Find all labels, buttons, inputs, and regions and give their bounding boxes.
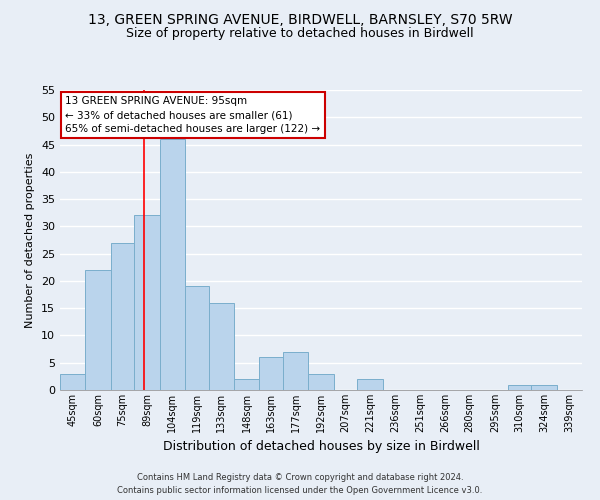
Y-axis label: Number of detached properties: Number of detached properties — [25, 152, 35, 328]
Bar — [308, 374, 334, 390]
Bar — [532, 384, 557, 390]
Bar — [185, 286, 209, 390]
Bar — [234, 379, 259, 390]
Bar — [110, 242, 134, 390]
X-axis label: Distribution of detached houses by size in Birdwell: Distribution of detached houses by size … — [163, 440, 479, 454]
Bar — [358, 379, 383, 390]
Bar — [134, 216, 160, 390]
Bar — [508, 384, 532, 390]
Text: Size of property relative to detached houses in Birdwell: Size of property relative to detached ho… — [126, 28, 474, 40]
Bar — [85, 270, 110, 390]
Text: 13 GREEN SPRING AVENUE: 95sqm
← 33% of detached houses are smaller (61)
65% of s: 13 GREEN SPRING AVENUE: 95sqm ← 33% of d… — [65, 96, 320, 134]
Bar — [60, 374, 85, 390]
Bar — [209, 302, 234, 390]
Bar — [259, 358, 283, 390]
Text: Contains HM Land Registry data © Crown copyright and database right 2024.
Contai: Contains HM Land Registry data © Crown c… — [118, 474, 482, 495]
Bar — [283, 352, 308, 390]
Text: 13, GREEN SPRING AVENUE, BIRDWELL, BARNSLEY, S70 5RW: 13, GREEN SPRING AVENUE, BIRDWELL, BARNS… — [88, 12, 512, 26]
Bar — [160, 139, 185, 390]
